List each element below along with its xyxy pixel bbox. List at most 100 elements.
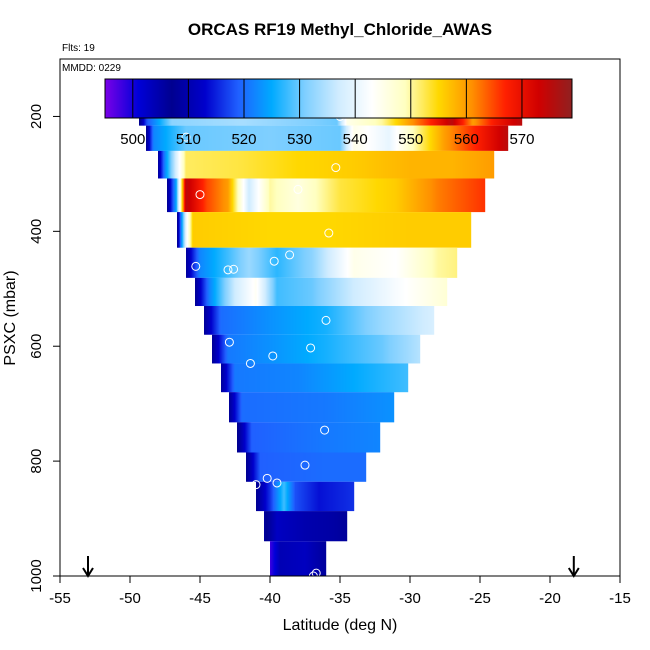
colorbar-segment [118, 79, 120, 118]
heatmap-cell [368, 334, 370, 364]
heatmap-cell [318, 212, 320, 248]
heatmap-cell [212, 306, 214, 335]
heatmap-cell [350, 334, 352, 364]
heatmap-cell [318, 392, 320, 423]
colorbar-segment [384, 79, 386, 118]
colorbar-segment [127, 79, 129, 118]
heatmap-cell [207, 212, 209, 248]
heatmap-cell [248, 334, 250, 364]
heatmap-cell [410, 212, 412, 248]
heatmap-cell [319, 363, 321, 393]
colorbar-segment [402, 79, 404, 118]
heatmap-cell [476, 178, 478, 213]
heatmap-cell [218, 125, 220, 151]
heatmap-cell [412, 150, 414, 179]
colorbar-segment [275, 79, 277, 118]
colorbar-segment [180, 79, 182, 118]
heatmap-cell [285, 481, 287, 512]
colorbar-segment [545, 79, 547, 118]
colorbar-segment [182, 79, 184, 118]
heatmap-cell [279, 125, 281, 151]
heatmap-cell [270, 392, 272, 423]
heatmap-cell [284, 481, 286, 512]
colorbar-segment [165, 79, 167, 118]
heatmap-cell [428, 277, 430, 307]
heatmap-cell [495, 125, 497, 151]
heatmap-cell [309, 125, 311, 151]
heatmap-cell [362, 247, 364, 278]
heatmap-cell [280, 481, 282, 512]
heatmap-cell [169, 150, 171, 179]
heatmap-cell [285, 334, 287, 364]
heatmap-cell [438, 125, 440, 151]
heatmap-cell [237, 306, 239, 335]
heatmap-cell [369, 125, 371, 151]
heatmap-cell [348, 247, 350, 278]
heatmap-cell [317, 212, 319, 248]
colorbar-segment [446, 79, 448, 118]
heatmap-cell [434, 247, 436, 278]
colorbar-segment [554, 79, 556, 118]
heatmap-cell [382, 150, 384, 179]
heatmap-cell [247, 452, 249, 482]
heatmap-cell [419, 277, 421, 307]
colorbar-segment [381, 79, 383, 118]
heatmap-cell [283, 212, 285, 248]
heatmap-cell [218, 247, 220, 278]
colorbar-segment [274, 79, 276, 118]
heatmap-cell [267, 334, 269, 364]
heatmap-cell [386, 392, 388, 423]
heatmap-cell [340, 334, 342, 364]
heatmap-cell [205, 306, 207, 335]
colorbar-segment [389, 79, 391, 118]
heatmap-cell [459, 178, 461, 213]
heatmap-cell [284, 541, 286, 576]
heatmap-cell [367, 277, 369, 307]
colorbar-segment [336, 79, 338, 118]
heatmap-cell [337, 277, 339, 307]
colorbar-segment [406, 79, 408, 118]
heatmap-cell [289, 452, 291, 482]
heatmap-cell [455, 247, 457, 278]
heatmap-cell [286, 422, 288, 453]
colorbar-segment [469, 79, 471, 118]
heatmap-cell [470, 150, 472, 179]
heatmap-cell [237, 247, 239, 278]
heatmap-cell [175, 150, 177, 179]
colorbar-segment [403, 79, 405, 118]
heatmap-cell [367, 178, 369, 213]
heatmap-cell [282, 306, 284, 335]
heatmap-cell [161, 125, 163, 151]
heatmap-cell [259, 334, 261, 364]
heatmap-cell [294, 541, 296, 576]
heatmap-cell [305, 277, 307, 307]
colorbar-segment [308, 79, 310, 118]
heatmap-cell [215, 247, 217, 278]
heatmap-cell [390, 178, 392, 213]
band-810 [246, 452, 367, 482]
heatmap-cell [487, 125, 489, 151]
colorbar-segment [385, 79, 387, 118]
heatmap-cell [252, 277, 254, 307]
heatmap-cell [451, 125, 453, 151]
heatmap-cell [403, 277, 405, 307]
heatmap-cell [435, 212, 437, 248]
heatmap-cell [345, 363, 347, 393]
heatmap-cell [380, 392, 382, 423]
colorbar-segment [276, 79, 278, 118]
heatmap-cell [286, 452, 288, 482]
colorbar-segment [298, 79, 300, 118]
heatmap-cell [373, 334, 375, 364]
colorbar-segment [529, 79, 531, 118]
heatmap-cell [349, 334, 351, 364]
heatmap-cell [312, 392, 314, 423]
heatmap-cell [404, 334, 406, 364]
heatmap-cell [268, 277, 270, 307]
heatmap-cell [282, 511, 284, 542]
heatmap-cell [173, 150, 175, 179]
heatmap-cell [355, 392, 357, 423]
heatmap-cell [161, 150, 163, 179]
colorbar-segment [475, 79, 477, 118]
heatmap-cell [186, 125, 188, 151]
heatmap-cell [323, 511, 325, 542]
